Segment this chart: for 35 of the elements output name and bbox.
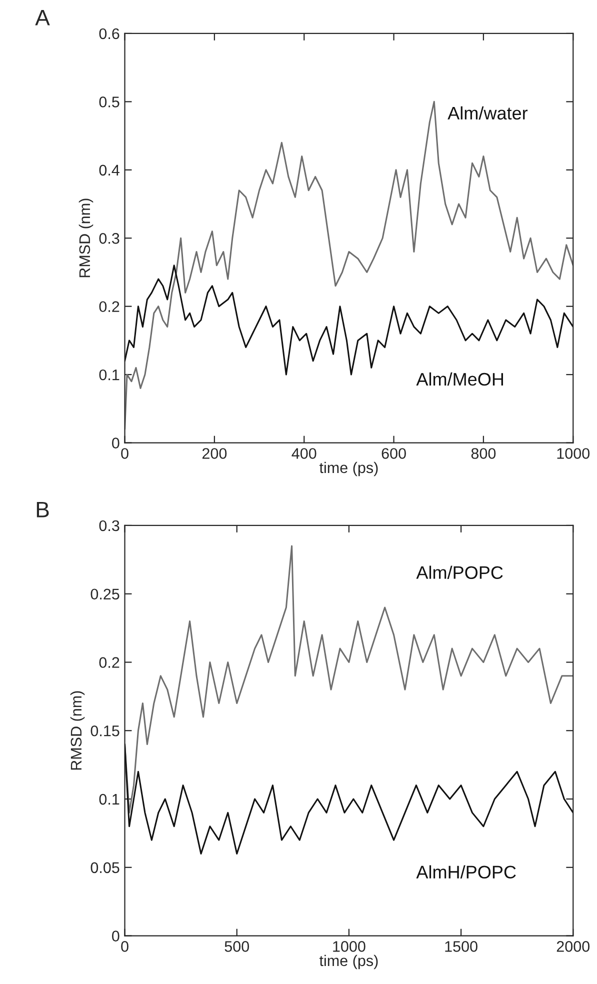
x-tick-label: 1000 — [557, 448, 590, 459]
y-tick-label: 0.4 — [99, 164, 120, 176]
x-axis-title: time (ps) — [319, 462, 378, 476]
y-tick-label: 0.2 — [99, 657, 120, 668]
x-axis-title: time (ps) — [319, 954, 378, 970]
y-axis-title: RMSD (nm) — [78, 198, 94, 278]
x-tick-label: 600 — [382, 448, 406, 459]
y-tick-label: 0.15 — [90, 725, 120, 736]
text: Alm/POPC — [416, 566, 503, 579]
y-tick-label: 0.1 — [99, 794, 120, 805]
y-tick-label: 0.3 — [99, 520, 120, 532]
y-tick-label: 0.25 — [90, 588, 120, 600]
series-label: AlmH/POPC — [416, 865, 516, 879]
x-tick-label: 2000 — [556, 941, 590, 952]
y-tick-label: 0.05 — [90, 862, 120, 874]
x-tick-label: 0 — [121, 941, 128, 952]
y-axis-title: RMSD (nm) — [70, 691, 85, 770]
series-label: Alm/MeOH — [416, 372, 504, 386]
x-tick-label: 200 — [202, 448, 227, 459]
y-tick-label: 0 — [112, 438, 120, 448]
y-tick-label: 0 — [112, 930, 120, 942]
y-tick-label: 0.1 — [99, 369, 120, 380]
y-tick-label: 0.3 — [99, 232, 120, 244]
x-tick-label: 0 — [121, 448, 128, 459]
x-tick-label: 400 — [292, 448, 316, 459]
x-tick-label: 500 — [224, 941, 250, 952]
y-tick-label: 0.6 — [99, 28, 120, 40]
x-tick-label: 800 — [471, 448, 496, 459]
x-tick-label: 1000 — [333, 941, 366, 952]
text: B — [36, 502, 49, 518]
x-tick-label: 1500 — [445, 941, 478, 952]
y-tick-label: 0.5 — [99, 96, 120, 108]
text: A — [35, 10, 50, 26]
series-label: Alm/water — [448, 106, 528, 120]
y-tick-label: 0.2 — [99, 301, 120, 312]
